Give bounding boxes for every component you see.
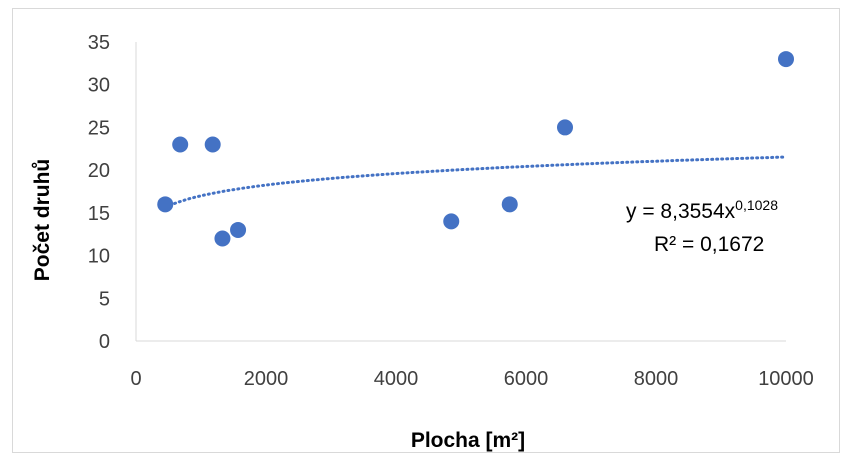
data-point <box>557 119 573 136</box>
data-point <box>172 136 189 153</box>
trendline-equation: y = 8,3554x0,1028 <box>626 197 778 223</box>
chart-frame <box>12 8 840 453</box>
data-point <box>157 196 174 213</box>
trendline-equation-base: y = 8,3554x <box>626 200 736 223</box>
x-tick-label: 8000 <box>634 368 679 390</box>
axes: 0 2000 4000 6000 8000 10000 0 5 10 15 20 25 30 35 <box>88 32 814 390</box>
y-tick-label: 25 <box>88 117 110 139</box>
data-point <box>230 221 247 238</box>
data-point <box>204 136 221 153</box>
trendline-r2: R² = 0,1672 <box>654 233 764 256</box>
trendline-equation-exponent: 0,1028 <box>735 197 778 213</box>
data-point <box>214 230 231 247</box>
y-tick-label: 10 <box>88 246 110 268</box>
trendline-path <box>163 155 788 209</box>
x-tick-label: 0 <box>130 368 141 390</box>
data-points <box>157 51 794 247</box>
x-tick-label: 2000 <box>244 368 289 390</box>
x-axis-title: Plocha [m²] <box>411 429 525 452</box>
y-tick-label: 0 <box>99 331 110 353</box>
y-tick-label: 35 <box>88 32 110 54</box>
x-tick-label: 6000 <box>504 368 549 390</box>
y-tick-label: 20 <box>88 160 110 182</box>
data-point <box>778 51 794 68</box>
y-tick-label: 30 <box>88 75 110 97</box>
y-axis-title: Počet druhů <box>31 159 54 282</box>
x-tick-label: 4000 <box>374 368 419 390</box>
x-tick-label: 10000 <box>758 368 814 390</box>
data-point <box>501 196 518 213</box>
y-tick-label: 15 <box>88 203 110 225</box>
y-tick-label: 5 <box>99 288 110 310</box>
data-point <box>443 213 460 230</box>
trendline <box>163 155 788 209</box>
